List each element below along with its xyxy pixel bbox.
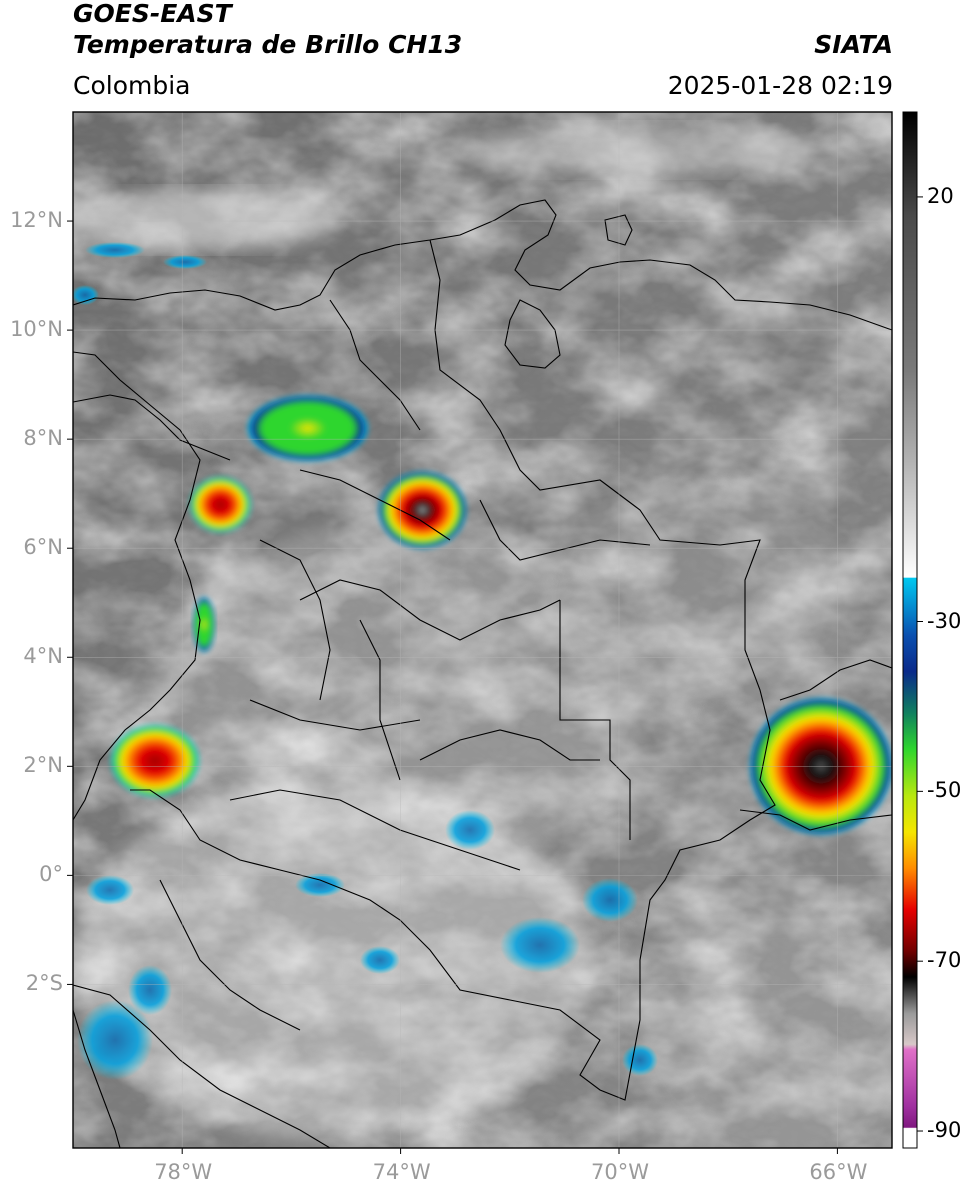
storm-cell-cordoba	[247, 395, 368, 461]
lat-tick-label: 4°N	[23, 644, 63, 669]
map-frame	[72, 111, 893, 1149]
product-title: Temperatura de Brillo CH13	[73, 30, 463, 59]
colorbar-tick-label: -30	[927, 608, 962, 633]
lat-tick-label: 12°N	[10, 208, 63, 233]
map-image	[73, 112, 892, 1148]
colorbar	[902, 111, 923, 1149]
datetime-label: 2025-01-28 02:19	[667, 71, 893, 100]
region-label: Colombia	[73, 71, 191, 100]
lat-tick-label: 6°N	[23, 535, 63, 560]
satellite-title: GOES-EAST	[73, 0, 232, 28]
lon-tick-label: 74°W	[372, 1160, 431, 1184]
source-label: SIATA	[814, 30, 893, 59]
storm-cell-narino-pacific	[111, 725, 199, 797]
cyan-cloud-patches	[73, 242, 658, 1080]
storm-cell-uraba	[190, 477, 251, 532]
lon-tick-label: 78°W	[154, 1160, 213, 1184]
storm-cell-choco	[193, 597, 215, 652]
colorbar-tick-label: -90	[927, 1118, 962, 1143]
lat-tick-label: 2°S	[25, 971, 63, 996]
lon-tick-label: 66°W	[809, 1160, 868, 1184]
graticule	[73, 112, 892, 1148]
lat-tick-label: 8°N	[23, 426, 63, 451]
colorbar-tick-label: 20	[927, 183, 954, 208]
lat-tick-label: 10°N	[10, 317, 63, 342]
lat-tick-label: 2°N	[23, 753, 63, 778]
lon-tick-label: 70°W	[591, 1160, 649, 1184]
lat-tick-label: 0°	[39, 862, 63, 887]
storm-cell-magdalena-medio	[378, 471, 467, 549]
borders	[73, 199, 892, 1148]
colorbar-tick-label: -50	[927, 778, 962, 803]
colorbar-tick-label: -70	[927, 948, 962, 973]
